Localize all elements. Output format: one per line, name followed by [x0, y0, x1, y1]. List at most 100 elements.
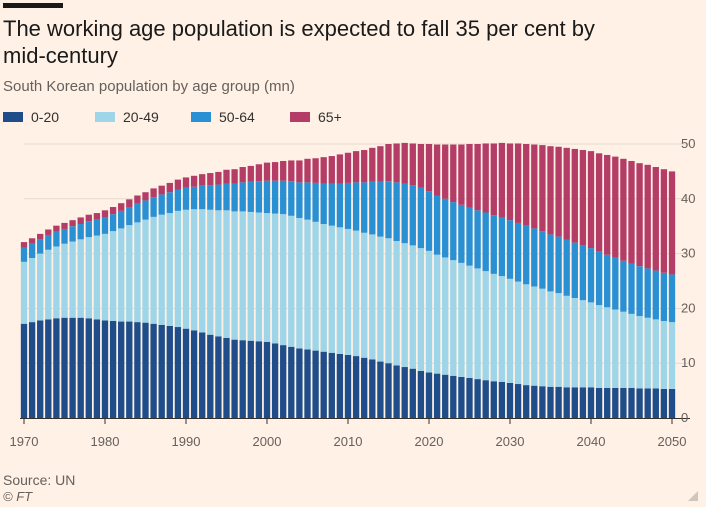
- bar-20-49-2013: [369, 234, 376, 360]
- bar-65plus-2038: [571, 148, 578, 243]
- bar-65plus-1976: [69, 220, 76, 227]
- bar-65plus-2034: [539, 145, 546, 232]
- bar-20-49-1986: [150, 216, 157, 324]
- bar-50-64-2048: [652, 270, 659, 320]
- bar-65plus-2017: [401, 142, 408, 184]
- bar-65plus-2014: [377, 146, 384, 182]
- bar-0-20-1975: [61, 317, 68, 418]
- bar-20-49-2038: [571, 297, 578, 388]
- x-tick-label-2030: 2030: [496, 434, 525, 449]
- legend-swatch-0-20: [3, 112, 23, 122]
- bar-50-64-1984: [134, 203, 141, 223]
- bar-20-49-2019: [417, 248, 425, 371]
- bar-65plus-1993: [207, 173, 214, 186]
- bar-0-20-2020: [425, 372, 433, 418]
- bar-0-20-2042: [604, 387, 611, 418]
- bar-0-20-2019: [417, 370, 425, 418]
- bar-50-64-2045: [628, 263, 635, 314]
- bar-50-64-2017: [401, 183, 408, 244]
- bar-50-64-1994: [215, 184, 222, 211]
- chart-title: The working age population is expected t…: [3, 16, 595, 68]
- bar-65plus-2044: [620, 158, 627, 261]
- y-tick-label-50: 50: [681, 136, 695, 151]
- bar-0-20-2024: [458, 376, 465, 418]
- bar-65plus-2046: [636, 163, 643, 267]
- bar-20-49-1974: [53, 246, 60, 319]
- y-tick-label-20: 20: [681, 300, 695, 315]
- bar-0-20-1985: [142, 322, 149, 418]
- bar-0-20-1972: [37, 320, 44, 418]
- legend-label-50-64: 50-64: [219, 109, 255, 125]
- bar-20-49-2006: [312, 221, 319, 351]
- bar-50-64-1986: [150, 197, 157, 217]
- bar-20-49-1997: [239, 211, 246, 341]
- bar-0-20-2025: [466, 377, 473, 418]
- bar-0-20-1996: [231, 339, 238, 418]
- bar-20-49-1979: [93, 235, 101, 320]
- bar-0-20-1988: [166, 325, 173, 418]
- bar-0-20-2047: [644, 388, 651, 418]
- bar-0-20-2005: [304, 349, 311, 418]
- bar-20-49-2043: [612, 309, 619, 388]
- bar-65plus-2025: [466, 144, 473, 208]
- bar-0-20-1980: [101, 320, 109, 418]
- bar-20-49-2047: [644, 317, 651, 389]
- bar-50-64-2014: [377, 181, 384, 237]
- bar-65plus-2009: [336, 154, 344, 184]
- bar-0-20-2046: [636, 388, 643, 418]
- bar-20-49-2050: [668, 322, 676, 389]
- bar-50-64-2019: [417, 187, 425, 249]
- bar-50-64-1974: [53, 231, 60, 247]
- bar-0-20-1999: [255, 341, 263, 418]
- bar-0-20-2021: [433, 373, 441, 418]
- bar-65plus-2039: [579, 150, 587, 246]
- bar-20-49-1984: [134, 222, 141, 323]
- bar-20-49-2027: [482, 271, 489, 381]
- bar-50-64-2023: [450, 202, 457, 261]
- bar-65plus-2006: [312, 158, 319, 183]
- bar-50-64-1981: [109, 214, 117, 232]
- bar-0-20-1977: [77, 317, 84, 418]
- bar-0-20-2010: [344, 354, 352, 418]
- bar-50-64-1987: [158, 194, 165, 215]
- bar-20-49-2044: [620, 311, 627, 388]
- bar-50-64-2038: [571, 242, 578, 298]
- bar-0-20-1983: [126, 321, 133, 418]
- bar-20-49-1983: [126, 225, 133, 322]
- bar-0-20-2006: [312, 350, 319, 418]
- bar-20-49-2017: [401, 243, 408, 368]
- chart-subtitle: South Korean population by age group (mn…: [3, 78, 295, 95]
- bar-65plus-1978: [85, 214, 92, 222]
- bar-0-20-2022: [442, 374, 449, 418]
- bar-50-64-2046: [636, 266, 643, 317]
- bar-65plus-2003: [288, 160, 295, 182]
- bar-65plus-1979: [93, 213, 101, 220]
- bar-20-49-1988: [166, 213, 173, 326]
- resize-handle-icon[interactable]: [688, 491, 698, 501]
- bar-0-20-1984: [134, 322, 141, 418]
- bar-65plus-2035: [547, 146, 554, 235]
- bar-65plus-2031: [514, 143, 522, 223]
- bar-0-20-2011: [352, 356, 360, 418]
- bar-0-20-1973: [45, 319, 52, 418]
- bar-50-64-1998: [247, 181, 254, 212]
- bar-20-49-2028: [490, 273, 497, 382]
- bar-50-64-1997: [239, 182, 246, 212]
- bar-0-20-1990: [182, 328, 190, 418]
- bar-20-49-1981: [109, 231, 117, 322]
- bar-50-64-1977: [77, 224, 84, 240]
- bar-20-49-1994: [215, 210, 222, 337]
- bar-50-64-1992: [199, 185, 206, 210]
- legend-swatch-20-49: [95, 112, 115, 122]
- bar-65plus-2012: [361, 150, 368, 183]
- bar-65plus-1995: [223, 169, 230, 184]
- bar-0-20-1982: [118, 321, 125, 418]
- bar-0-20-1971: [28, 322, 36, 418]
- bar-20-49-1972: [37, 253, 44, 321]
- bar-65plus-2036: [555, 146, 562, 237]
- bar-0-20-1970: [20, 323, 28, 418]
- bar-0-20-2028: [490, 381, 497, 418]
- bar-65plus-2018: [409, 143, 416, 186]
- bar-50-64-2004: [296, 182, 303, 218]
- x-tick-label-1990: 1990: [172, 434, 201, 449]
